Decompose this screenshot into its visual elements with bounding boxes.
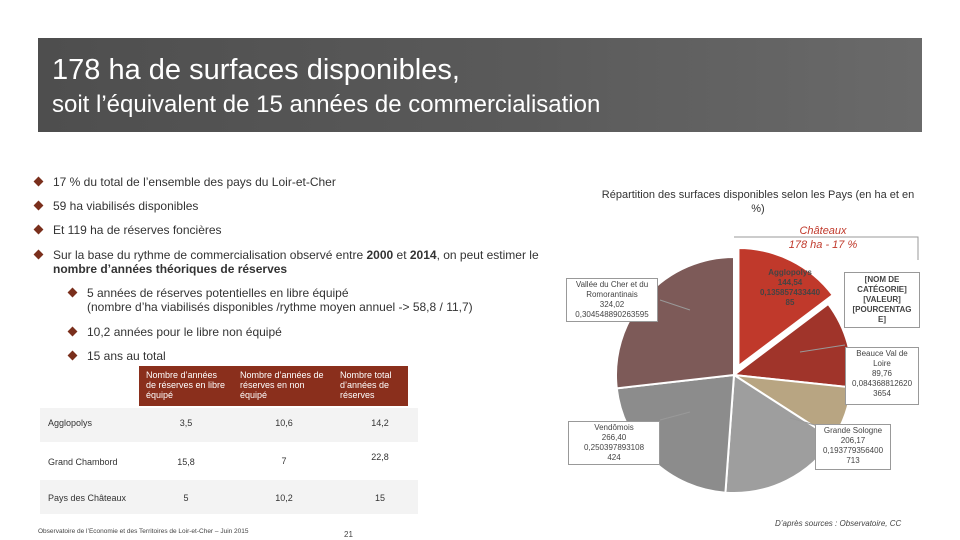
bullet-year: 2000 <box>366 248 394 262</box>
label-line: Agglopolys <box>768 268 812 277</box>
label-line: 206,17 <box>840 436 866 445</box>
sub-bullet-text: (nombre d’ha viabilisés disponibles /ryt… <box>87 300 473 314</box>
sub-bullet-text: 5 années de réserves potentielles en lib… <box>87 286 349 300</box>
table-header-cell: Nombre total d’années de réserves <box>340 370 392 400</box>
table-cell: 7 <box>281 456 287 466</box>
label-line: E] <box>878 315 886 324</box>
table-cell: 10,2 <box>275 493 293 503</box>
bullet-text: 17 % du total de l’ensemble des pays du … <box>53 175 336 189</box>
table-row <box>40 408 418 442</box>
table-cell: 15,8 <box>177 457 195 467</box>
label-line: 85 <box>785 298 795 307</box>
vendomois-data-label-box <box>568 421 660 465</box>
table-header-cell: Nombre d’années de réserves en non équip… <box>240 370 324 400</box>
label-line: 713 <box>846 456 860 465</box>
sub-bullet-item: 15 ans au total <box>67 349 166 363</box>
vendomois-leader-line <box>659 411 691 421</box>
bullet-text: 59 ha viabilisés disponibles <box>53 199 199 213</box>
vallee-data-label-box <box>566 278 658 322</box>
sub-bullet-item: 5 années de réserves potentielles en lib… <box>67 286 473 314</box>
table-cell: 5 <box>183 493 189 503</box>
label-line: 0,084368812620 <box>851 379 913 388</box>
sub-bullet-item: 10,2 années pour le libre non équipé <box>67 325 282 339</box>
bullet-text: Et 119 ha de réserves foncières <box>53 223 222 237</box>
label-line: [VALEUR] <box>863 295 901 304</box>
label-line: Grande Sologne <box>823 426 883 435</box>
table-cell: 14,2 <box>371 418 389 428</box>
label-line: Romorantinais <box>586 290 638 299</box>
table-cell: 15 <box>374 493 385 503</box>
chateaux-value: 178 ha - 17 % <box>788 239 858 251</box>
label-line: Loire <box>873 359 891 368</box>
table-cell: 3,5 <box>179 418 193 428</box>
label-line: Vendômois <box>594 423 634 432</box>
beauce-data-label: Beauce Val de Loire 89,76 0,084368812620… <box>845 349 919 399</box>
vendomois-data-label: Vendômois 266,40 0,250397893108 424 <box>568 423 660 463</box>
label-line: [POURCENTAG <box>852 305 912 314</box>
table-row-name: Grand Chambord <box>48 457 118 467</box>
chateaux-label: Châteaux <box>799 225 847 237</box>
bullet-text: et <box>393 248 410 262</box>
label-line: 0,135857433440 <box>759 288 821 297</box>
table-row-name: Pays des Châteaux <box>48 493 127 503</box>
label-line: 424 <box>607 453 621 462</box>
bullet-text: nombre d’années théoriques de réserves <box>53 262 288 276</box>
label-line: Vallée du Cher et du <box>575 280 649 289</box>
label-line: 0,250397893108 <box>583 443 645 452</box>
table-row-name: Agglopolys <box>48 418 93 428</box>
table-header <box>139 366 408 406</box>
bullet-text: Sur la base du rythme de commercialisati… <box>53 248 367 262</box>
beauce-leader-line <box>799 344 846 353</box>
label-line: 3654 <box>873 389 891 398</box>
sologne-data-label: Grande Sologne 206,17 0,193779356400 713 <box>815 426 891 466</box>
table-row <box>40 480 418 514</box>
chateaux-data-label: [NOM DE CATÉGORIE] [VALEUR] [POURCENTAG … <box>844 275 920 325</box>
sologne-leader-line <box>789 417 816 426</box>
slide-title: 178 ha de surfaces disponibles, <box>52 54 460 86</box>
label-line: 0,193779356400 <box>822 446 884 455</box>
label-line: 266,40 <box>601 433 627 442</box>
chart-title: Répartition des surfaces disponibles sel… <box>601 189 915 215</box>
bullet-item: 17 % du total de l’ensemble des pays du … <box>33 175 336 189</box>
label-line: 89,76 <box>871 369 893 378</box>
beauce-data-label-box <box>845 347 919 405</box>
sub-bullet-text: 10,2 années pour le libre non équipé <box>87 325 282 339</box>
bullet-item: 59 ha viabilisés disponibles <box>33 199 199 213</box>
footer-source: Observatoire de l’Economie et des Territ… <box>38 528 249 535</box>
vallee-data-label: Vallée du Cher et du Romorantinais 324,0… <box>566 280 658 320</box>
sologne-data-label-box <box>815 424 891 470</box>
label-line: Beauce Val de <box>856 349 908 358</box>
chateaux-leader-line <box>734 236 919 260</box>
label-line: CATÉGORIE] <box>857 285 907 294</box>
bullet-year: 2014 <box>409 248 437 262</box>
label-line: 0,304548890263595 <box>575 310 649 319</box>
chateaux-data-label-box <box>844 272 920 328</box>
table-header-cell: Nombre d’années de réserves en libre équ… <box>146 370 226 400</box>
agglopolys-data-label: Agglopolys 144,54 0,135857433440 85 <box>750 268 830 308</box>
sub-bullet-text: 15 ans au total <box>87 349 166 363</box>
pie-slice-châteaux <box>737 247 835 369</box>
bullet-item: Et 119 ha de réserves foncières <box>33 223 222 237</box>
bullet-text: , on peut estimer le <box>436 248 539 262</box>
bullet-item: Sur la base du rythme de commercialisati… <box>33 248 543 276</box>
page-number: 21 <box>344 530 353 539</box>
slide-subtitle: soit l’équivalent de 15 années de commer… <box>52 91 601 118</box>
label-line: 144,54 <box>777 278 803 287</box>
footer-credit: D’après sources : Observatoire, CC <box>775 519 902 528</box>
pie-slices <box>615 247 853 494</box>
leader-lines <box>659 236 919 426</box>
vallee-leader-line <box>659 299 691 311</box>
label-line: [NOM DE <box>864 275 900 284</box>
title-bar: 178 ha de surfaces disponibles, soit l’é… <box>38 38 922 132</box>
label-line: 324,02 <box>599 300 625 309</box>
pie-slice-vallée-du-cher-et-du-romorantinais <box>615 255 735 390</box>
table-cell: 22,8 <box>371 452 389 462</box>
table-cell: 10,6 <box>275 418 293 428</box>
chateaux-callout: Châteaux 178 ha - 17 % <box>768 224 878 252</box>
